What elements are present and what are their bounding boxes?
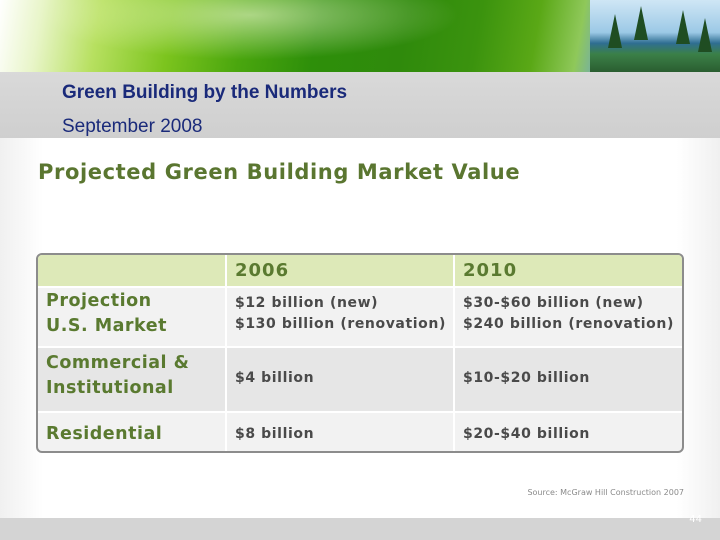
slide-title: Green Building by the Numbers: [62, 82, 348, 103]
tree-icon: [634, 6, 648, 40]
row-shade-commercial: [38, 347, 682, 412]
landscape-image: [590, 0, 720, 72]
row-label-line: Commercial &: [46, 353, 190, 373]
cell-2006-projection: $12 billion (new) $130 billion (renovati…: [226, 293, 454, 345]
tree-icon: [676, 10, 690, 44]
row-divider: [38, 346, 682, 348]
cell-2010-residential: $20-$40 billion: [454, 424, 682, 448]
cell-line: $8 billion: [235, 426, 315, 442]
cell-line: $20-$40 billion: [463, 426, 590, 442]
column-header-2010: 2010: [454, 255, 682, 286]
row-divider: [38, 411, 682, 413]
row-divider: [38, 286, 682, 288]
row-label-line: Institutional: [46, 378, 174, 398]
banner-glow: [40, 0, 460, 60]
tree-icon: [608, 14, 622, 48]
cell-2010-projection: $30-$60 billion (new) $240 billion (reno…: [454, 293, 682, 345]
header-corner-cell: [38, 255, 226, 286]
title-bar: Green Building by the Numbers September …: [0, 72, 720, 138]
cell-line: $10-$20 billion: [463, 370, 590, 386]
cell-2010-commercial: $10-$20 billion: [454, 368, 682, 392]
tree-icon: [698, 18, 712, 52]
row-label-line: Projection: [46, 291, 152, 311]
row-label-line: U.S. Market: [46, 316, 167, 336]
market-value-table: 2006 2010 Projection U.S. Market $12 bil…: [36, 253, 684, 453]
cell-line: $30-$60 billion (new): [463, 295, 644, 311]
footer-bar: [0, 518, 720, 540]
column-divider: [453, 255, 455, 451]
cell-line: $4 billion: [235, 370, 315, 386]
column-header-2006: 2006: [226, 255, 454, 286]
row-label-commercial: Commercial & Institutional: [38, 351, 226, 409]
cell-line: $130 billion (renovation): [235, 316, 446, 332]
slide-number: 44: [689, 514, 702, 525]
cell-2006-residential: $8 billion: [226, 424, 454, 448]
row-label-projection: Projection U.S. Market: [38, 289, 226, 347]
header-banner: [0, 0, 720, 72]
slide-date: September 2008: [62, 116, 203, 137]
row-label-residential: Residential: [38, 422, 226, 450]
cell-2006-commercial: $4 billion: [226, 368, 454, 392]
source-note: Source: McGraw Hill Construction 2007: [527, 488, 684, 497]
cell-line: $240 billion (renovation): [463, 316, 674, 332]
cell-line: $12 billion (new): [235, 295, 379, 311]
column-divider: [225, 255, 227, 451]
row-label-line: Residential: [46, 424, 163, 444]
table-heading: Projected Green Building Market Value: [38, 160, 521, 184]
